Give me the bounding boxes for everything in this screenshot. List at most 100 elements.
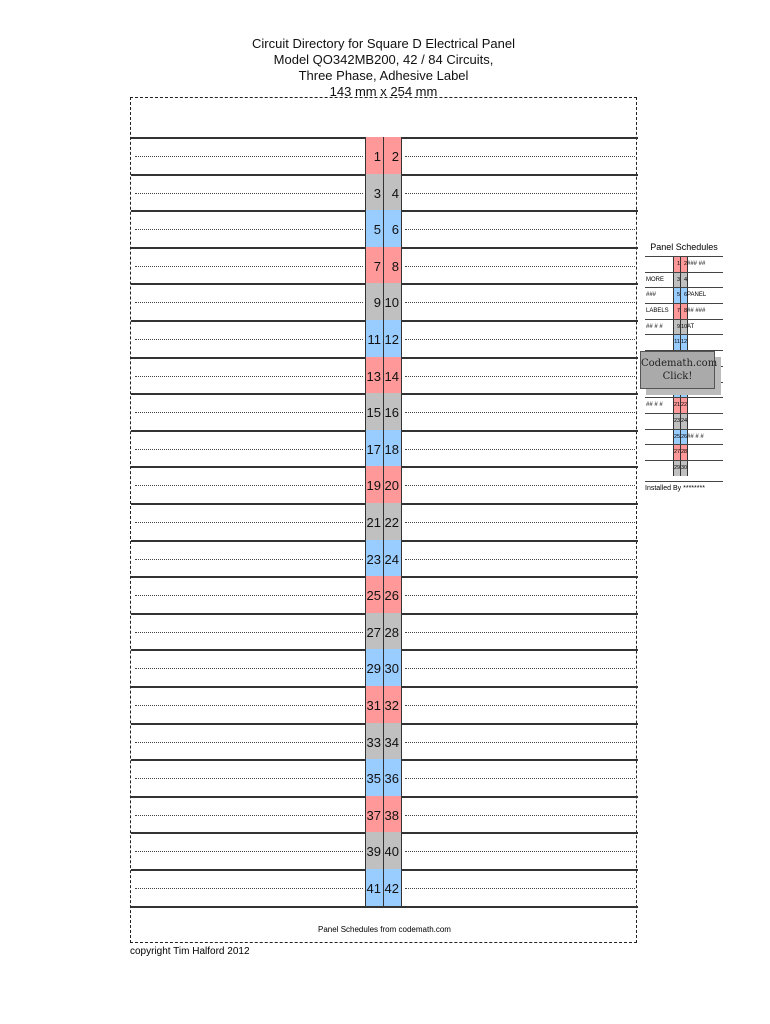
write-line-right[interactable] — [405, 485, 635, 487]
thumb-left-label: LABELS — [646, 308, 669, 315]
write-line-right[interactable] — [405, 851, 635, 853]
write-line-left[interactable] — [135, 814, 363, 816]
circuit-number: 3 — [365, 173, 384, 213]
circuit-number: 22 — [383, 503, 402, 542]
circuit-row[interactable]: 5 6 — [131, 210, 638, 250]
thumbnail-row: MORE 3 4 — [645, 271, 723, 288]
thumb-circuit: 8 — [680, 304, 688, 319]
write-line-right[interactable] — [405, 888, 635, 889]
write-line-right[interactable] — [405, 558, 635, 560]
thumb-circuit: 26 — [680, 429, 688, 445]
thumbnail-row: ## # # 9 10 AT — [645, 318, 723, 335]
write-line-left[interactable] — [135, 522, 363, 523]
thumb-left-label: ## # # — [646, 402, 663, 409]
thumb-right-label: ### ## — [687, 261, 706, 267]
thumb-circuit: 7 — [673, 304, 680, 319]
circuit-number: 2 — [383, 137, 402, 176]
thumbnail-row: 29 30 — [645, 459, 723, 476]
write-line-right[interactable] — [405, 229, 635, 231]
circuit-number: 37 — [365, 795, 384, 835]
write-line-left[interactable] — [135, 888, 363, 889]
thumb-right-label: ## ### — [687, 308, 706, 315]
write-line-left[interactable] — [135, 339, 363, 340]
thumb-circuit: 10 — [680, 319, 688, 335]
write-line-right[interactable] — [405, 265, 635, 267]
circuit-row[interactable]: 27 28 — [131, 612, 638, 652]
circuit-number: 7 — [365, 246, 384, 286]
thumbnail-row: 25 26 ## # # — [645, 428, 723, 445]
thumb-circuit: 12 — [680, 335, 688, 351]
circuit-row[interactable]: 29 30 — [131, 649, 638, 689]
circuit-row[interactable]: 7 8 — [131, 246, 638, 286]
write-line-right[interactable] — [405, 339, 635, 340]
thumb-right-label: ## # # — [687, 433, 704, 440]
circuit-row[interactable]: 41 42 — [131, 869, 638, 908]
write-line-left[interactable] — [135, 558, 363, 560]
thumb-circuit: 4 — [680, 272, 688, 288]
circuit-number: 28 — [383, 612, 402, 652]
write-line-right[interactable] — [405, 778, 635, 780]
write-line-left[interactable] — [135, 302, 363, 304]
write-line-left[interactable] — [135, 448, 363, 450]
write-line-right[interactable] — [405, 705, 635, 706]
write-line-right[interactable] — [405, 375, 635, 377]
write-line-right[interactable] — [405, 814, 635, 816]
circuit-row[interactable]: 13 14 — [131, 356, 638, 396]
circuit-row[interactable]: 33 34 — [131, 722, 638, 762]
write-line-left[interactable] — [135, 192, 363, 194]
write-line-left[interactable] — [135, 229, 363, 231]
write-line-left[interactable] — [135, 156, 363, 157]
circuit-row[interactable]: 15 16 — [131, 393, 638, 433]
write-line-left[interactable] — [135, 668, 363, 670]
write-line-right[interactable] — [405, 595, 635, 597]
circuit-row[interactable]: 11 12 — [131, 320, 638, 359]
write-line-right[interactable] — [405, 522, 635, 523]
circuit-number: 24 — [383, 539, 402, 579]
circuit-row[interactable]: 23 24 — [131, 539, 638, 579]
circuit-row[interactable]: 39 40 — [131, 832, 638, 872]
write-line-left[interactable] — [135, 595, 363, 597]
write-line-left[interactable] — [135, 485, 363, 487]
write-line-left[interactable] — [135, 375, 363, 377]
circuit-row[interactable]: 1 2 — [131, 137, 638, 176]
circuit-number: 38 — [383, 795, 402, 835]
circuit-row[interactable]: 25 26 — [131, 576, 638, 616]
circuit-number: 18 — [383, 429, 402, 469]
circuit-row[interactable]: 9 10 — [131, 283, 638, 323]
write-line-right[interactable] — [405, 668, 635, 670]
thumb-circuit: 1 — [673, 257, 680, 272]
write-line-left[interactable] — [135, 741, 363, 743]
write-line-left[interactable] — [135, 705, 363, 706]
thumb-circuit: 30 — [680, 460, 688, 476]
circuit-number: 26 — [383, 576, 402, 616]
circuit-row[interactable]: 35 36 — [131, 759, 638, 799]
thumb-circuit: 24 — [680, 413, 688, 429]
codemath-ad-button[interactable]: Codemath.com Click! — [640, 351, 717, 389]
write-line-right[interactable] — [405, 631, 635, 633]
write-line-right[interactable] — [405, 448, 635, 450]
circuit-number: 34 — [383, 722, 402, 762]
document-title: Circuit Directory for Square D Electrica… — [130, 36, 637, 100]
write-line-right[interactable] — [405, 302, 635, 304]
write-line-left[interactable] — [135, 778, 363, 780]
circuit-row[interactable]: 19 20 — [131, 466, 638, 506]
write-line-left[interactable] — [135, 631, 363, 633]
write-line-right[interactable] — [405, 192, 635, 194]
circuit-row[interactable]: 21 22 — [131, 503, 638, 542]
write-line-right[interactable] — [405, 156, 635, 157]
thumb-circuit: 2 — [680, 257, 688, 272]
thumbnail-row: 23 24 — [645, 412, 723, 429]
circuit-number: 8 — [383, 246, 402, 286]
circuit-row[interactable]: 3 4 — [131, 173, 638, 213]
thumb-circuit: 11 — [673, 335, 680, 351]
thumb-circuit: 6 — [680, 288, 688, 304]
circuit-row[interactable]: 37 38 — [131, 795, 638, 835]
write-line-right[interactable] — [405, 741, 635, 743]
write-line-right[interactable] — [405, 412, 635, 414]
circuit-row[interactable]: 17 18 — [131, 429, 638, 469]
write-line-left[interactable] — [135, 265, 363, 267]
thumb-circuit: 3 — [673, 272, 680, 288]
write-line-left[interactable] — [135, 412, 363, 414]
circuit-row[interactable]: 31 32 — [131, 686, 638, 725]
write-line-left[interactable] — [135, 851, 363, 853]
